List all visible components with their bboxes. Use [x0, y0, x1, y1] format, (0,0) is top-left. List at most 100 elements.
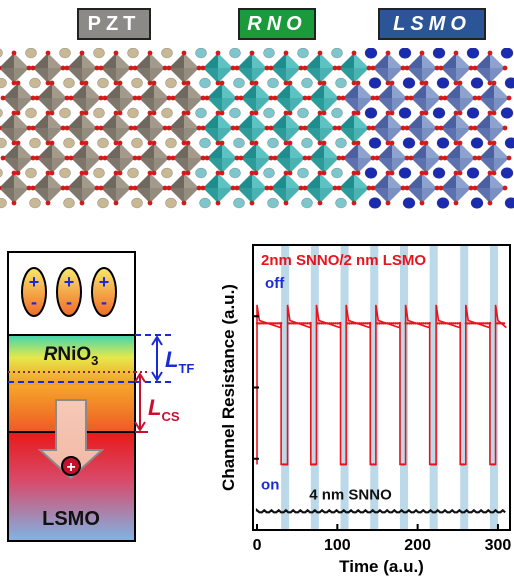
data-point: [406, 322, 409, 325]
data-point: [340, 463, 343, 466]
data-point: [444, 322, 447, 325]
a-site-atom: [368, 77, 382, 89]
oxygen-atom: [268, 65, 274, 71]
data-point: [257, 322, 261, 325]
oxygen-atom: [219, 170, 225, 176]
oxygen-atom: [132, 125, 138, 131]
oxygen-atom: [170, 95, 176, 101]
a-site-atom: [0, 108, 3, 118]
octahedron: [476, 140, 512, 176]
oxygen-atom: [79, 80, 85, 86]
data-point: [312, 463, 315, 466]
a-site-atom: [195, 107, 207, 119]
oxygen-atom: [434, 65, 440, 71]
oxygen-atom: [468, 125, 474, 131]
data-point: [356, 322, 359, 325]
oxygen-atom: [332, 125, 338, 131]
oxygen-atom: [298, 185, 304, 191]
oxygen-atom: [83, 170, 89, 176]
oxygen-atom: [268, 95, 274, 101]
octahedron: [336, 170, 372, 206]
a-site-atom: [93, 107, 105, 119]
octahedron: [438, 50, 474, 86]
a-site-atom: [297, 107, 309, 119]
data-point: [267, 322, 271, 325]
data-point: [464, 322, 468, 325]
oxygen-atom: [0, 125, 2, 131]
a-site-atom: [398, 107, 412, 119]
oxygen-atom: [45, 110, 51, 116]
oxygen-atom: [200, 65, 206, 71]
oxygen-atom: [332, 65, 338, 71]
oxygen-atom: [355, 170, 361, 176]
oxygen-atom: [49, 140, 55, 146]
oxygen-atom: [370, 95, 376, 101]
oxygen-atom: [204, 95, 210, 101]
oxygen-atom: [200, 95, 206, 101]
oxygen-atom: [298, 125, 304, 131]
oxygen-atom: [389, 170, 395, 176]
oxygen-atom: [487, 140, 493, 146]
data-point: [408, 322, 411, 325]
oxygen-atom: [419, 50, 425, 56]
off-annotation: off: [265, 275, 285, 292]
octahedron: [404, 170, 440, 206]
shaded-band: [370, 245, 379, 530]
oxygen-atom: [423, 140, 429, 146]
data-point: [344, 463, 347, 466]
oxygen-atom: [196, 125, 202, 131]
octahedron: [336, 50, 372, 86]
a-site-atom: [25, 48, 37, 59]
oxygen-atom: [94, 185, 100, 191]
data-point: [468, 322, 472, 325]
a-site-atom: [29, 197, 41, 209]
a-site-atom: [233, 137, 245, 149]
oxygen-atom: [453, 110, 459, 116]
oxygen-atom: [287, 80, 293, 86]
a-site-atom: [470, 77, 484, 89]
octahedron: [30, 50, 66, 86]
oxygen-atom: [128, 185, 134, 191]
lsmo-tag: LSMO: [378, 8, 486, 40]
oxygen-atom: [83, 140, 89, 146]
oxygen-atom: [408, 155, 414, 161]
data-point: [398, 322, 401, 325]
octahedron: [200, 110, 236, 146]
oxygen-atom: [162, 65, 168, 71]
oxygen-atom: [287, 140, 293, 146]
octahedron: [472, 110, 508, 146]
oxygen-atom: [400, 125, 406, 131]
oxygen-atom: [457, 80, 463, 86]
a-site-atom: [161, 167, 173, 179]
data-point: [263, 322, 267, 325]
data-point: [376, 322, 379, 325]
a-site-atom: [335, 137, 347, 149]
oxygen-atom: [491, 170, 497, 176]
a-site-atom: [436, 197, 450, 209]
oxygen-atom: [60, 185, 66, 191]
oxygen-atom: [185, 80, 191, 86]
oxygen-atom: [366, 185, 372, 191]
data-point: [478, 322, 482, 325]
lcs-label: LCS: [148, 395, 180, 424]
data-point: [324, 322, 327, 325]
a-site-atom: [127, 167, 139, 179]
oxygen-atom: [438, 125, 444, 131]
oxygen-atom: [15, 170, 21, 176]
data-point: [370, 463, 373, 466]
interface-schematic: + - + - + - RNiO3 + LSMO LTF LCS: [7, 251, 194, 542]
octahedron: [102, 140, 138, 176]
octahedron: [340, 80, 376, 116]
oxygen-atom: [215, 140, 221, 146]
data-point: [434, 463, 437, 466]
oxygen-atom: [340, 155, 346, 161]
data-point: [287, 322, 291, 325]
octahedron: [336, 110, 372, 146]
data-point: [412, 322, 415, 325]
oxygen-atom: [79, 200, 85, 206]
oxygen-atom: [385, 170, 391, 176]
octahedron: [98, 110, 134, 146]
oxygen-atom: [181, 110, 187, 116]
oxygen-atom: [453, 80, 459, 86]
octahedron: [30, 170, 66, 206]
